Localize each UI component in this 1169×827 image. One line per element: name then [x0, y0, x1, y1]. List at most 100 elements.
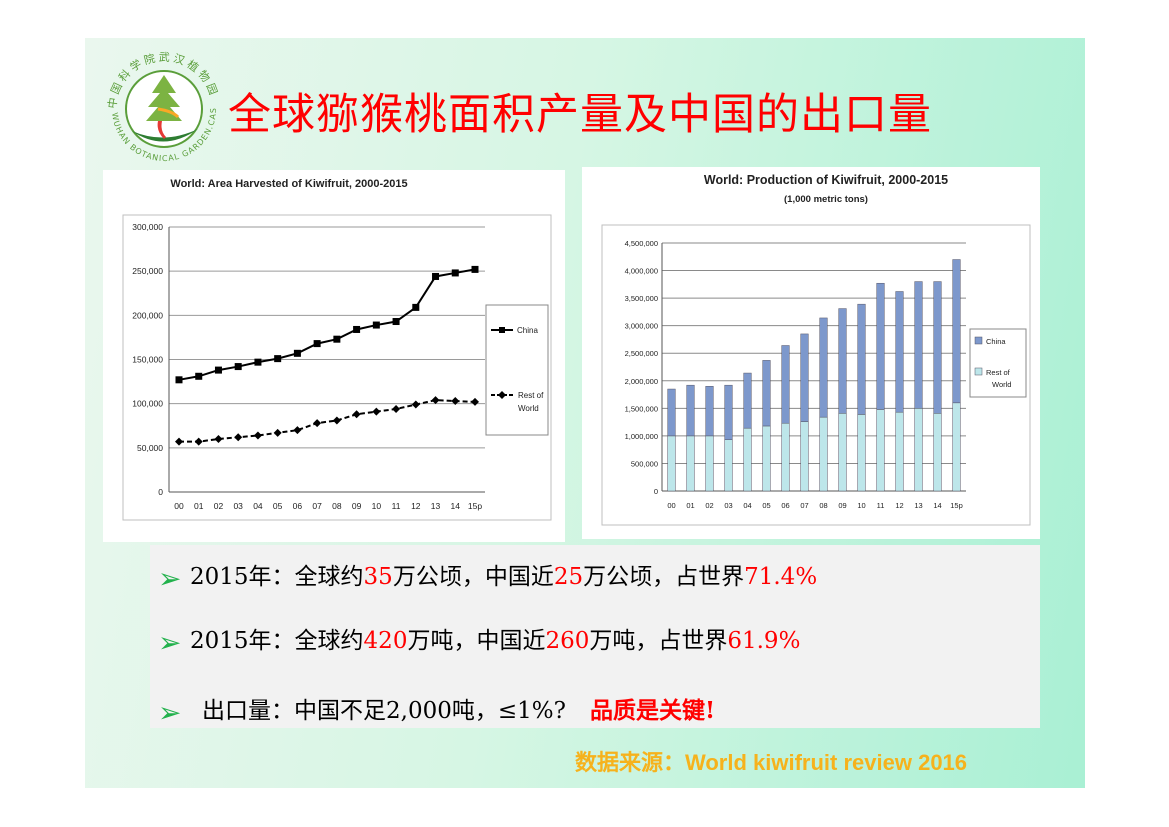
x-tick-label: 08 — [819, 501, 827, 510]
bullet-item: ➢ 2015年：全球约420万吨，中国近260万吨，占世界61.9% — [158, 621, 800, 659]
x-tick-label: 13 — [431, 501, 441, 511]
x-tick-label: 13 — [914, 501, 922, 510]
x-tick-label: 10 — [857, 501, 865, 510]
x-tick-label: 15p — [468, 501, 482, 511]
y-tick-label: 500,000 — [631, 459, 658, 468]
bullet-list: ➢ 2015年：全球约35万公顷，中国近25万公顷，占世界71.4% ➢ 2015年… — [150, 545, 1040, 729]
data-point — [332, 416, 341, 425]
data-point — [451, 269, 459, 277]
bullet-item: ➢ 2015年：全球约35万公顷，中国近25万公顷，占世界71.4% — [158, 557, 817, 595]
x-tick-label: 10 — [372, 501, 382, 511]
x-tick-label: 02 — [705, 501, 713, 510]
data-point — [234, 363, 242, 371]
chart-title: World: Production of Kiwifruit, 2000-201… — [704, 173, 948, 187]
x-tick-label: 14 — [933, 501, 941, 510]
series-line — [179, 399, 476, 443]
data-point — [273, 428, 282, 437]
bar-segment — [762, 360, 771, 427]
y-tick-label: 0 — [654, 487, 658, 496]
bar-segment — [933, 281, 942, 414]
data-point — [451, 397, 460, 406]
data-point — [293, 426, 302, 435]
y-tick-label: 0 — [158, 487, 163, 497]
data-point — [253, 431, 262, 440]
data-point — [352, 410, 361, 419]
data-point — [432, 272, 440, 280]
chart-frame — [601, 224, 1031, 526]
data-point — [234, 433, 243, 442]
x-tick-label: 06 — [781, 501, 789, 510]
bar-segment — [724, 384, 733, 440]
bullet-text: 万公顷，中国近 — [392, 564, 554, 590]
x-tick-label: 15p — [950, 501, 963, 510]
data-point — [194, 437, 203, 446]
area-harvested-chart-svg: World: Area Harvested of Kiwifruit, 2000… — [122, 178, 552, 521]
x-tick-label: 05 — [762, 501, 770, 510]
y-tick-label: 200,000 — [132, 310, 163, 320]
bar-segment — [743, 427, 752, 492]
bar-segment — [686, 435, 695, 492]
data-point — [372, 321, 380, 329]
y-tick-label: 1,000,000 — [625, 432, 658, 441]
y-tick-label: 3,500,000 — [625, 294, 658, 303]
data-point — [274, 355, 282, 363]
slide-title: 全球猕猴桃面积产量及中国的出口量 — [228, 90, 932, 140]
bar-segment — [857, 414, 866, 492]
bar-segment — [800, 421, 809, 492]
bullet-highlight: 35 — [363, 564, 393, 590]
bar-segment — [781, 422, 790, 492]
x-tick-label: 00 — [667, 501, 675, 510]
data-point — [411, 400, 420, 409]
x-tick-label: 05 — [273, 501, 283, 511]
bar-segment — [743, 372, 752, 429]
bar-segment — [800, 333, 809, 422]
bullet-highlight: 25 — [553, 564, 584, 590]
y-tick-label: 2,500,000 — [625, 349, 658, 358]
bar-segment — [952, 402, 961, 492]
bullet-text: 2015年：全球约 — [190, 564, 364, 590]
legend-label: World — [992, 380, 1011, 389]
bar-segment — [705, 435, 714, 492]
y-tick-label: 300,000 — [132, 222, 163, 232]
x-tick-label: 00 — [174, 501, 184, 511]
bar-segment — [762, 425, 771, 492]
bar-segment — [781, 345, 790, 424]
bullet-highlight: 品质是关键! — [589, 697, 716, 724]
bullet-text: 万公顷，占世界 — [583, 564, 745, 590]
bar-segment — [667, 435, 676, 492]
chart-subtitle: (1,000 metric tons) — [784, 194, 868, 205]
bullet-text: 万吨，中国近 — [407, 628, 546, 654]
data-point — [392, 404, 401, 413]
bar-segment — [895, 291, 904, 413]
y-tick-label: 250,000 — [132, 266, 163, 276]
bar-segment — [914, 281, 923, 409]
y-tick-label: 4,000,000 — [625, 267, 658, 276]
legend-marker — [498, 391, 506, 399]
botanical-garden-logo: 中国科学院武汉植物园 WUHAN BOTANICAL GARDEN.CAS — [102, 45, 227, 170]
bullet-text: 2015年：全球约 — [190, 628, 364, 654]
data-point — [471, 397, 479, 406]
bar-segment — [686, 384, 695, 437]
data-point — [333, 335, 341, 343]
data-point — [412, 303, 420, 311]
x-tick-label: 11 — [392, 501, 401, 511]
data-point — [214, 366, 222, 374]
green-arrow-icon: ➢ — [158, 626, 182, 659]
bullet-text: 出口量：中国不足2,000吨，≤1%? — [202, 698, 566, 724]
bar-segment — [895, 411, 904, 492]
data-point — [214, 435, 223, 443]
x-tick-label: 12 — [411, 501, 421, 511]
data-point — [175, 437, 183, 446]
bar-segment — [724, 439, 733, 492]
bar-segment — [838, 308, 847, 414]
y-tick-label: 2,000,000 — [625, 377, 658, 386]
data-point — [313, 340, 321, 348]
green-arrow-icon: ➢ — [158, 562, 182, 595]
y-tick-label: 100,000 — [132, 399, 163, 409]
x-tick-label: 06 — [293, 501, 303, 511]
legend-label: World — [518, 404, 539, 413]
bar-segment — [667, 388, 676, 437]
x-tick-label: 09 — [352, 501, 362, 511]
x-tick-label: 03 — [233, 501, 243, 511]
bar-segment — [819, 416, 828, 492]
